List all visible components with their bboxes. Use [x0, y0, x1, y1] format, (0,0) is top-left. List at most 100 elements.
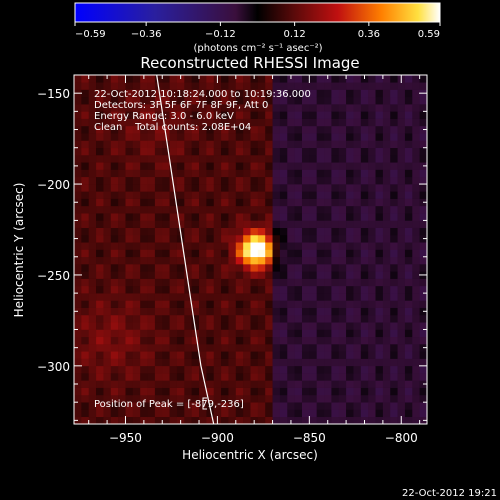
heatmap-cell — [390, 104, 398, 112]
heatmap-cell — [316, 220, 325, 228]
heatmap-cell — [375, 373, 384, 381]
heatmap-cell — [324, 271, 332, 279]
heatmap-cell — [118, 96, 126, 105]
heatmap-cell — [272, 111, 281, 119]
heatmap-cell — [331, 227, 340, 236]
heatmap-cell — [169, 169, 178, 178]
heatmap-cell — [169, 75, 178, 83]
heatmap-cell — [81, 387, 89, 396]
heatmap-cell — [316, 336, 325, 345]
heatmap-cell — [221, 256, 229, 265]
heatmap-cell — [250, 351, 259, 359]
heatmap-cell — [221, 198, 229, 207]
heatmap-cell — [265, 234, 273, 243]
heatmap-cell — [176, 271, 185, 279]
heatmap-cell — [250, 82, 259, 90]
heatmap-cell — [81, 242, 89, 250]
heatmap-cell — [235, 227, 244, 236]
heatmap-cell — [287, 234, 295, 243]
heatmap-cell — [382, 293, 391, 301]
heatmap-cell — [331, 387, 340, 396]
heatmap-cell — [353, 358, 362, 367]
heatmap-cell — [257, 82, 266, 90]
heatmap-cell — [125, 104, 134, 112]
heatmap-cell — [412, 380, 420, 388]
heatmap-cell — [316, 242, 325, 250]
heatmap-cell — [390, 322, 398, 330]
heatmap-cell — [265, 307, 273, 316]
heatmap-cell — [331, 198, 340, 207]
heatmap-cell — [199, 176, 207, 185]
heatmap-cell — [228, 184, 237, 192]
heatmap-cell — [110, 329, 119, 338]
heatmap-cell — [250, 256, 259, 265]
heatmap-cell — [375, 329, 384, 338]
heatmap-cell — [397, 402, 406, 410]
heatmap-cell — [88, 242, 97, 250]
heatmap-cell — [316, 89, 325, 98]
heatmap-cell — [228, 380, 237, 388]
heatmap-cell — [265, 242, 273, 250]
heatmap-cell — [110, 82, 119, 90]
heatmap-cell — [346, 75, 354, 83]
heatmap-cell — [412, 329, 420, 338]
heatmap-cell — [301, 213, 310, 221]
heatmap-cell — [338, 278, 347, 287]
heatmap-cell — [346, 264, 354, 272]
heatmap-cell — [419, 96, 427, 105]
heatmap-cell — [272, 271, 281, 279]
heatmap-cell — [390, 176, 398, 185]
heatmap-cell — [147, 416, 156, 424]
heatmap-cell — [74, 358, 82, 367]
heatmap-cell — [147, 293, 156, 301]
heatmap-cell — [169, 256, 178, 265]
heatmap-cell — [250, 336, 259, 345]
heatmap-cell — [309, 365, 317, 374]
heatmap-cell — [301, 365, 310, 374]
heatmap-cell — [360, 184, 369, 192]
heatmap-cell — [309, 198, 317, 207]
heatmap-cell — [346, 278, 354, 287]
heatmap-cell — [353, 89, 362, 98]
heatmap-cell — [140, 198, 148, 207]
heatmap-cell — [257, 147, 266, 156]
heatmap-cell — [360, 213, 369, 221]
heatmap-cell — [199, 205, 207, 214]
heatmap-cell — [301, 234, 310, 243]
heatmap-cell — [228, 133, 237, 141]
heatmap-cell — [316, 256, 325, 265]
heatmap-cell — [154, 75, 163, 83]
heatmap-cell — [228, 96, 237, 105]
heatmap-cell — [324, 140, 332, 149]
heatmap-cell — [316, 104, 325, 112]
heatmap-cell — [272, 147, 281, 156]
heatmap-cell — [309, 394, 317, 403]
heatmap-cell — [96, 191, 104, 199]
heatmap-cell — [287, 351, 295, 359]
heatmap-cell — [390, 300, 398, 308]
heatmap-cell — [140, 373, 148, 381]
heatmap-cell — [103, 314, 112, 323]
heatmap-cell — [346, 82, 354, 90]
footer-timestamp: 22-Oct-2012 19:21 — [402, 488, 497, 499]
heatmap-cell — [154, 220, 163, 228]
heatmap-cell — [199, 169, 207, 178]
heatmap-cell — [154, 329, 163, 338]
heatmap-cell — [154, 133, 163, 141]
heatmap-cell — [390, 198, 398, 207]
heatmap-cell — [221, 75, 229, 83]
heatmap-cell — [125, 402, 134, 410]
heatmap-cell — [169, 351, 178, 359]
heatmap-cell — [316, 249, 325, 258]
heatmap-cell — [375, 271, 384, 279]
heatmap-cell — [265, 198, 273, 207]
heatmap-cell — [382, 242, 391, 250]
heatmap-cell — [375, 154, 384, 163]
heatmap-cell — [338, 118, 347, 127]
heatmap-cell — [331, 133, 340, 141]
heatmap-cell — [184, 264, 192, 272]
heatmap-cell — [412, 300, 420, 308]
heatmap-cell — [221, 409, 229, 418]
heatmap-cell — [360, 278, 369, 287]
heatmap-cell — [338, 264, 347, 272]
